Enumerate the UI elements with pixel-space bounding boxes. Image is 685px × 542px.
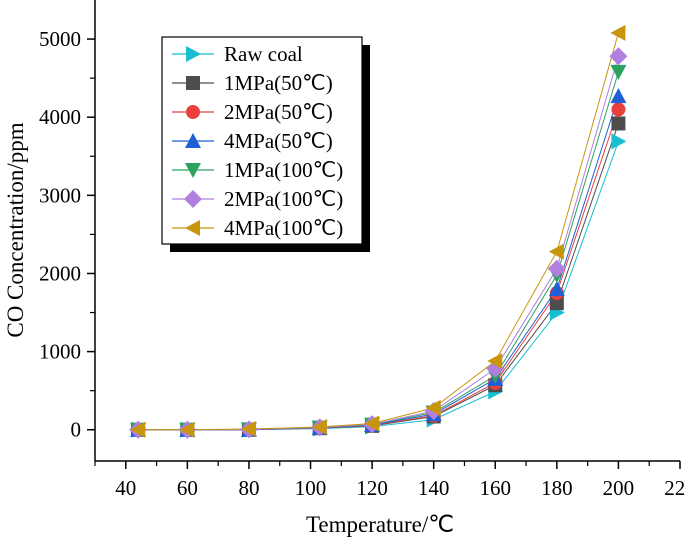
legend-label: 4MPa(50℃)	[224, 129, 333, 153]
x-tick-label: 140	[418, 476, 450, 500]
series-markers	[129, 24, 628, 439]
x-tick-label: 80	[238, 476, 259, 500]
y-axis-title: CO Concentration/ppm	[3, 122, 28, 337]
legend-marker	[185, 220, 200, 236]
x-tick-label: 200	[603, 476, 635, 500]
legend-label: Raw coal	[224, 42, 303, 66]
data-point	[179, 421, 195, 438]
x-tick-label: 100	[295, 476, 327, 500]
legend-marker	[186, 46, 201, 62]
legend-label: 1MPa(50℃)	[224, 71, 333, 95]
data-point	[487, 352, 503, 369]
legend-label: 4MPa(100℃)	[224, 216, 343, 240]
legend-marker	[185, 163, 201, 178]
x-tick-label: 120	[356, 476, 388, 500]
x-axis-title: Temperature/℃	[306, 512, 454, 537]
legend-marker	[184, 190, 202, 208]
data-point	[549, 296, 564, 311]
data-point	[609, 47, 628, 66]
legend-label: 1MPa(100℃)	[224, 158, 343, 182]
axis-tick-labels: 40 60 80 100 120 140 160 180 200 220 0 1000 2000 3000…	[39, 27, 685, 500]
legend: Raw coal 1MPa(50℃) 2MPa(50℃) 4MPa(50℃) 1MPa(…	[161, 36, 370, 252]
data-point	[610, 88, 627, 104]
x-tick-label: 40	[115, 476, 136, 500]
x-tick-label: 160	[480, 476, 512, 500]
legend-marker	[186, 105, 200, 119]
data-point	[610, 64, 627, 80]
legend-marker	[186, 76, 200, 90]
y-tick-label: 3000	[39, 183, 81, 207]
y-tick-label: 1000	[39, 340, 81, 364]
data-point	[240, 420, 256, 437]
x-tick-label: 220	[664, 476, 685, 500]
data-point	[611, 133, 627, 150]
axis-ticks	[87, 38, 681, 469]
data-point	[425, 399, 441, 416]
data-point	[610, 24, 626, 41]
data-point	[548, 281, 565, 297]
y-tick-label: 5000	[39, 27, 81, 51]
data-point	[311, 419, 327, 436]
legend-label: 2MPa(100℃)	[224, 187, 343, 211]
y-tick-label: 0	[71, 418, 82, 442]
data-point	[364, 415, 380, 432]
y-tick-label: 2000	[39, 261, 81, 285]
data-point	[548, 243, 564, 260]
data-point	[611, 102, 626, 117]
axes	[94, 0, 680, 462]
x-tick-label: 60	[177, 476, 198, 500]
data-point	[611, 116, 626, 131]
y-tick-label: 4000	[39, 105, 81, 129]
data-point	[130, 421, 146, 438]
legend-marker	[185, 133, 201, 148]
x-tick-label: 180	[541, 476, 573, 500]
data-point	[547, 259, 566, 278]
legend-label: 2MPa(50℃)	[224, 100, 333, 124]
